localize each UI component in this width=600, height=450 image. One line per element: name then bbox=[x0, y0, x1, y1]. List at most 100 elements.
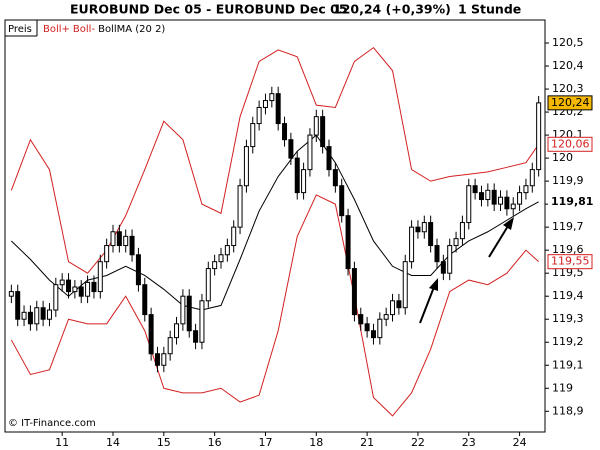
candle-body bbox=[421, 222, 427, 233]
candle-body bbox=[377, 318, 383, 339]
candle-body bbox=[447, 245, 453, 274]
y-tick-label: 118,9 bbox=[552, 404, 584, 417]
y-tick-label: 120,3 bbox=[552, 82, 584, 95]
legend-entry: Boll+ bbox=[43, 24, 70, 35]
candle-body bbox=[390, 300, 396, 316]
y-tick-label: 119 bbox=[552, 381, 573, 394]
legend-entry: Boll- bbox=[73, 24, 96, 35]
candle-body bbox=[402, 261, 408, 309]
candle-body bbox=[313, 116, 319, 136]
candle-body bbox=[21, 311, 27, 320]
candle-body bbox=[40, 307, 46, 320]
legend-price: Preis bbox=[8, 24, 32, 35]
candle-body bbox=[498, 196, 504, 205]
candle-body bbox=[358, 314, 364, 325]
candle-body bbox=[510, 203, 516, 210]
chart-title: EUROBUND Dec 05 - EUROBUND Dec 05 bbox=[70, 2, 348, 17]
end-label: 119,81 bbox=[551, 195, 593, 208]
candle-body bbox=[478, 192, 484, 201]
candle-body bbox=[199, 300, 205, 343]
last-quote: 120,24 (+0,39%) bbox=[333, 2, 451, 17]
candle-body bbox=[15, 291, 21, 320]
candle-body bbox=[294, 157, 300, 194]
candle-body bbox=[193, 330, 199, 343]
x-tick-label: 14 bbox=[106, 436, 120, 449]
candle-body bbox=[517, 192, 523, 205]
candle-body bbox=[440, 261, 446, 274]
candle-body bbox=[174, 323, 180, 339]
candle-body bbox=[428, 222, 434, 247]
end-label: 119,55 bbox=[551, 255, 590, 268]
candle-body bbox=[250, 123, 256, 148]
x-tick-label: 17 bbox=[258, 436, 272, 449]
credit: © IT-Finance.com bbox=[8, 418, 96, 429]
candle-body bbox=[129, 235, 135, 256]
candle-body bbox=[370, 330, 376, 339]
candle-body bbox=[256, 106, 262, 125]
candle-body bbox=[104, 245, 110, 263]
candle-body bbox=[231, 226, 237, 247]
candle-body bbox=[383, 314, 389, 320]
end-label-box bbox=[548, 194, 592, 209]
candle-body bbox=[472, 185, 478, 194]
y-tick-label: 119,6 bbox=[552, 243, 584, 256]
candle-body bbox=[97, 261, 103, 293]
candle-body bbox=[396, 300, 402, 309]
candle-body bbox=[180, 295, 186, 325]
candle-body bbox=[326, 146, 332, 171]
candle-body bbox=[453, 238, 459, 247]
y-tick-label: 119,4 bbox=[552, 289, 584, 302]
candle-body bbox=[282, 123, 288, 141]
x-tick-label: 22 bbox=[411, 436, 425, 449]
candle-body bbox=[205, 268, 211, 302]
candle-body bbox=[536, 102, 542, 171]
candle-body bbox=[186, 295, 192, 332]
candle-body bbox=[167, 337, 173, 355]
interval: 1 Stunde bbox=[458, 2, 521, 17]
candle-body bbox=[154, 353, 160, 366]
end-label-box bbox=[547, 136, 593, 152]
y-tick-label: 120,4 bbox=[552, 59, 584, 72]
candle-body bbox=[72, 286, 78, 293]
candle-body bbox=[78, 286, 84, 297]
candle-body bbox=[364, 323, 370, 332]
candle-body bbox=[212, 261, 218, 270]
candle-body bbox=[66, 279, 72, 293]
end-label: 120,06 bbox=[551, 137, 590, 150]
candle-body bbox=[529, 169, 535, 187]
y-tick-label: 119,3 bbox=[552, 312, 584, 325]
legend-entry: BollMA (20 2) bbox=[98, 24, 165, 35]
candle-body bbox=[224, 245, 230, 256]
candle-body bbox=[85, 281, 91, 297]
band-line bbox=[10, 194, 539, 417]
candle-body bbox=[307, 134, 313, 171]
candle-body bbox=[218, 254, 224, 263]
candle-body bbox=[409, 226, 415, 263]
candle-body bbox=[339, 185, 345, 217]
end-label-box bbox=[547, 95, 593, 111]
candle-body bbox=[332, 169, 338, 187]
candle-body bbox=[148, 314, 154, 355]
x-tick-label: 16 bbox=[208, 436, 222, 449]
candle-body bbox=[161, 353, 167, 366]
candle-body bbox=[434, 245, 440, 263]
candle-body bbox=[269, 93, 275, 102]
candle-body bbox=[275, 93, 281, 125]
x-tick-label: 11 bbox=[55, 436, 69, 449]
candle-body bbox=[110, 231, 116, 247]
candle-body bbox=[415, 226, 421, 233]
candle-body bbox=[237, 185, 243, 228]
candle-body bbox=[466, 185, 472, 224]
x-tick-label: 18 bbox=[309, 436, 323, 449]
candle-body bbox=[27, 311, 33, 325]
candle-body bbox=[504, 196, 510, 210]
candle-body bbox=[34, 307, 40, 325]
x-tick-label: 21 bbox=[360, 436, 374, 449]
x-tick-label: 15 bbox=[157, 436, 171, 449]
annotation-arrow bbox=[419, 217, 514, 324]
candle-body bbox=[135, 254, 141, 286]
end-label: 120,24 bbox=[551, 96, 590, 109]
candle-body bbox=[262, 100, 268, 108]
